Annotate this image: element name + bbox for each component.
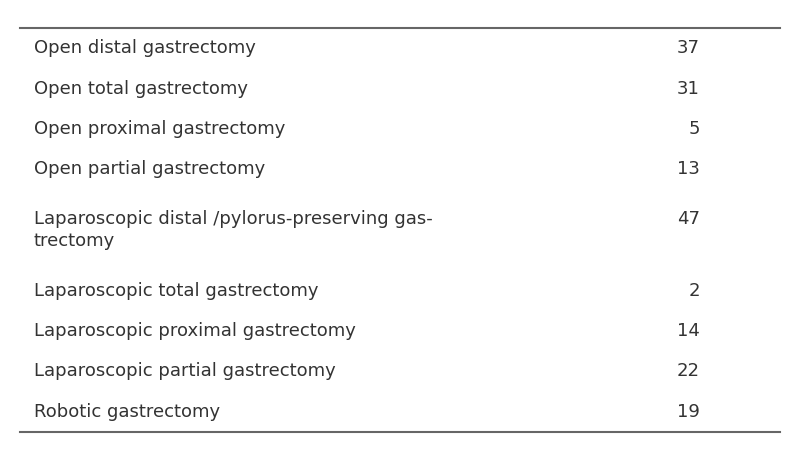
Text: 22: 22 <box>677 362 700 380</box>
Text: Robotic gastrectomy: Robotic gastrectomy <box>34 403 220 421</box>
Text: 13: 13 <box>677 160 700 178</box>
Text: 31: 31 <box>677 80 700 98</box>
Text: Open total gastrectomy: Open total gastrectomy <box>34 80 248 98</box>
Text: Laparoscopic partial gastrectomy: Laparoscopic partial gastrectomy <box>34 362 335 380</box>
Text: 19: 19 <box>677 403 700 421</box>
Text: 2: 2 <box>689 282 700 300</box>
Text: Open distal gastrectomy: Open distal gastrectomy <box>34 39 255 57</box>
Text: 47: 47 <box>677 211 700 229</box>
Text: 37: 37 <box>677 39 700 57</box>
Text: trectomy: trectomy <box>34 231 115 249</box>
Text: Open proximal gastrectomy: Open proximal gastrectomy <box>34 120 285 138</box>
Text: Open partial gastrectomy: Open partial gastrectomy <box>34 160 265 178</box>
Text: 14: 14 <box>677 322 700 340</box>
Text: 5: 5 <box>689 120 700 138</box>
Text: Laparoscopic proximal gastrectomy: Laparoscopic proximal gastrectomy <box>34 322 355 340</box>
Text: Laparoscopic total gastrectomy: Laparoscopic total gastrectomy <box>34 282 318 300</box>
Text: Laparoscopic distal /pylorus-preserving gas-: Laparoscopic distal /pylorus-preserving … <box>34 211 432 229</box>
